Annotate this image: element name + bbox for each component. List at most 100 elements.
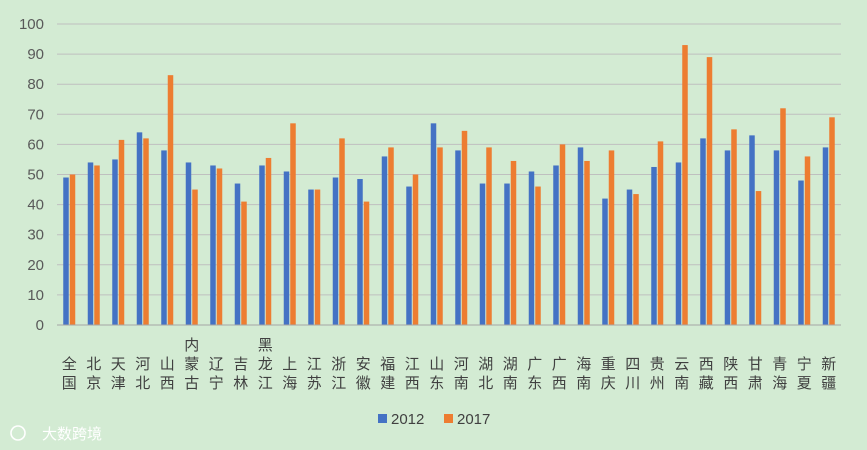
y-axis: 0 10 20 30 40 50 60 70 80 90 100 [19,16,44,334]
bar-2012-河北 [136,132,143,325]
bar-2012-内蒙古 [185,162,192,325]
y-tick-label: 90 [27,46,44,63]
bar-2017-吉林 [241,201,247,325]
bar-2017-河北 [143,138,149,325]
y-tick-label: 20 [27,257,44,274]
bar-2012-广东 [528,171,535,325]
x-axis: 全国北京天津河北山西内蒙古辽宁吉林黑龙江上海江苏浙江安徽福建江西山东河南湖北湖南… [62,336,837,392]
legend-swatch-2012 [378,414,387,423]
y-tick-label: 50 [27,167,44,184]
bar-2017-上海 [290,123,296,325]
x-tick-label: 重庆 [601,355,616,392]
x-tick-label: 河北 [135,355,150,392]
x-tick-label: 湖南 [503,355,518,392]
bar-2017-云南 [682,45,688,325]
x-tick-label: 青海 [772,355,787,392]
bar-2012-上海 [283,171,290,325]
bar-2017-内蒙古 [192,189,198,325]
bar-2017-辽宁 [216,168,223,325]
bar-2012-重庆 [602,198,608,325]
bar-2017-宁夏 [804,156,811,325]
y-tick-label: 0 [36,317,44,334]
bar-2017-河南 [461,130,468,325]
bar-2017-新疆 [829,117,835,325]
bar-2012-湖北 [479,183,486,325]
x-tick-label: 河南 [454,355,469,392]
bar-2012-甘肃 [749,135,755,325]
bar-2012-陕西 [724,150,731,325]
bar-2017-甘肃 [755,191,762,325]
x-tick-label: 新疆 [821,355,836,392]
bar-2017-四川 [633,194,639,325]
y-tick-label: 40 [27,197,44,214]
x-tick-label: 海南 [576,355,591,392]
bar-2012-全国 [63,177,69,325]
bar-2017-黑龙江 [265,157,272,325]
watermark-text: 大数跨境 [42,425,102,443]
x-tick-label: 安徽 [356,355,371,392]
bar-2017-江西 [412,174,419,325]
x-tick-label: 云南 [674,355,689,392]
bar-2017-广西 [559,144,566,325]
bar-2017-山西 [167,75,174,325]
y-tick-label: 80 [27,76,44,93]
bar-2012-四川 [626,189,633,325]
bar-2012-新疆 [822,147,829,325]
y-tick-label: 100 [19,16,44,33]
bar-2012-青海 [773,150,780,325]
bar-2012-河南 [455,150,461,325]
bar-2012-天津 [112,159,118,325]
x-tick-label: 贵州 [650,355,665,392]
bar-2012-贵州 [651,166,657,325]
bar-2012-福建 [381,156,388,325]
x-tick-label: 山西 [160,355,175,392]
x-tick-label: 天津 [111,355,126,392]
x-tick-label: 宁夏 [797,355,812,392]
x-tick-label: 黑龙江 [258,336,273,392]
bar-2012-山西 [161,150,167,325]
bar-2012-广西 [553,165,559,325]
bar-2017-天津 [118,139,125,325]
bar-2017-广东 [535,186,541,325]
bar-2017-贵州 [657,141,664,325]
bar-2012-宁夏 [798,180,804,325]
x-tick-label: 西藏 [699,355,714,392]
bar-2017-全国 [69,174,76,325]
x-tick-label: 吉林 [233,355,248,392]
bar-2012-山东 [430,123,437,325]
bar-2012-湖南 [504,183,510,325]
legend: 2012 2017 [378,411,490,428]
x-tick-label: 广西 [552,355,567,392]
x-tick-label: 内蒙古 [184,336,199,392]
bar-2017-青海 [780,108,786,325]
x-tick-label: 全国 [62,355,77,392]
bar-2012-辽宁 [210,165,216,325]
x-tick-label: 江苏 [307,355,322,392]
bar-2012-浙江 [332,177,339,325]
bar-2012-云南 [675,162,682,325]
y-tick-label: 70 [27,106,44,123]
bar-2017-海南 [584,160,590,325]
watermark: 大数跨境 [10,425,102,443]
x-tick-label: 福建 [380,355,395,392]
y-tick-label: 60 [27,136,44,153]
bar-2012-黑龙江 [259,165,265,325]
x-tick-label: 北京 [86,355,101,392]
x-tick-label: 上海 [282,355,297,392]
bar-2017-陕西 [731,129,737,325]
bar-2017-重庆 [608,150,615,325]
bar-2012-海南 [577,147,584,325]
x-tick-label: 辽宁 [209,355,224,392]
bar-2012-吉林 [234,183,241,325]
legend-swatch-2017 [444,414,453,423]
bar-2012-北京 [87,162,94,325]
x-tick-label: 江西 [405,355,420,392]
bar-2017-湖北 [486,147,492,325]
x-tick-label: 山东 [429,355,444,392]
x-tick-label: 湖北 [478,355,493,392]
bar-2017-浙江 [339,138,345,325]
bar-2017-江苏 [314,189,321,325]
grid-lines [57,23,841,296]
y-tick-label: 30 [27,227,44,244]
